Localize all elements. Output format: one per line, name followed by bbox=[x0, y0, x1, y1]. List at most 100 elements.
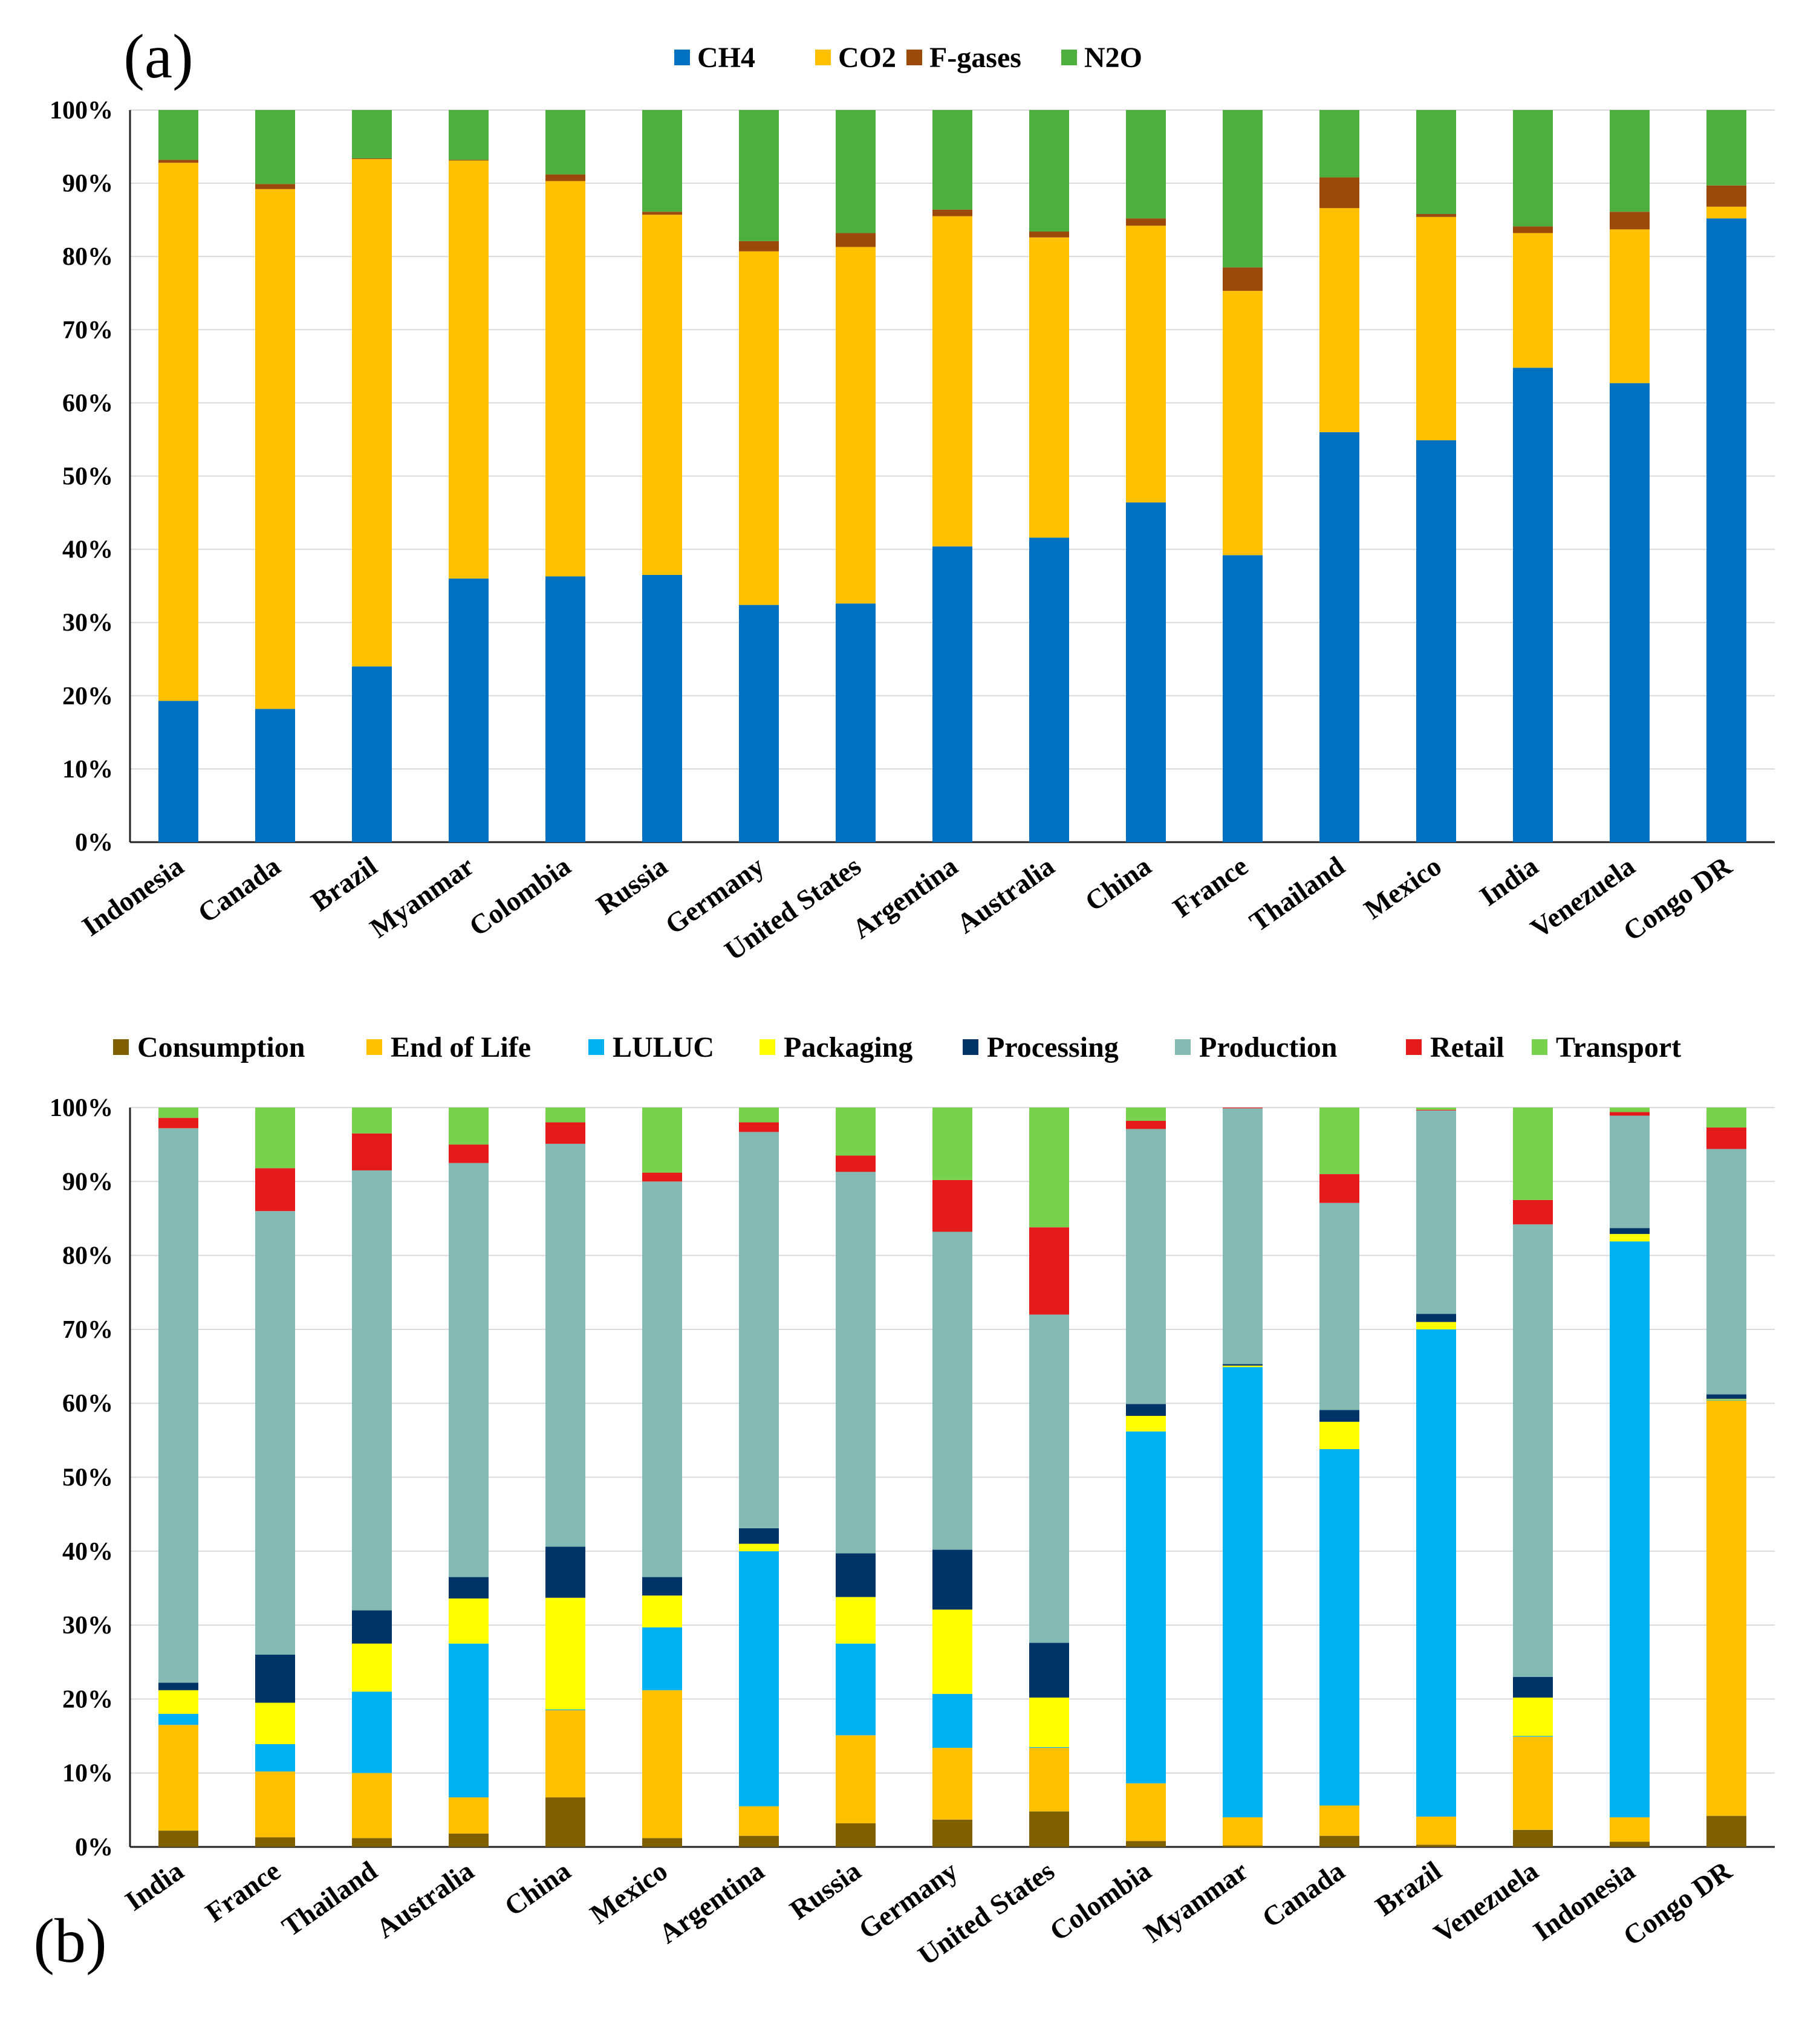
y-tick-label: 40% bbox=[62, 1538, 113, 1566]
legend-label: N2O bbox=[1084, 42, 1142, 74]
bar-segment-n2o bbox=[932, 110, 972, 210]
bar-segment-retail bbox=[1513, 1199, 1553, 1225]
panel-label: (a) bbox=[123, 22, 193, 91]
bar-segment-processing bbox=[1319, 1410, 1359, 1422]
bar-segment-packaging bbox=[1513, 1697, 1553, 1736]
legend-label: Packaging bbox=[784, 1031, 912, 1063]
bar-segment-f-gases bbox=[1610, 212, 1650, 230]
bar-segment-retail bbox=[1610, 1112, 1650, 1116]
bar-segment-luluc bbox=[1610, 1241, 1650, 1818]
bar-segment-production bbox=[1610, 1115, 1650, 1228]
y-tick-label: 100% bbox=[50, 1094, 113, 1122]
bar-segment-retail bbox=[836, 1155, 876, 1172]
legend-label: LULUC bbox=[613, 1031, 714, 1063]
bar-segment-f-gases bbox=[545, 174, 585, 181]
y-tick-label: 50% bbox=[62, 463, 113, 491]
bar-segment-processing bbox=[449, 1577, 489, 1599]
bar-segment-co2 bbox=[545, 181, 585, 577]
bar-segment-ch4 bbox=[1513, 368, 1553, 842]
legend-label: Processing bbox=[987, 1031, 1119, 1063]
bar-segment-consumption bbox=[1126, 1841, 1166, 1847]
legend-label: Transport bbox=[1556, 1031, 1681, 1063]
bar-segment-production bbox=[1513, 1224, 1553, 1677]
bar-segment-production bbox=[158, 1128, 198, 1683]
bar-segment-production bbox=[836, 1172, 876, 1554]
bar-segment-ch4 bbox=[1029, 537, 1069, 842]
bar-segment-ch4 bbox=[1416, 440, 1456, 842]
bar-segment-retail bbox=[255, 1168, 295, 1212]
legend-swatch bbox=[113, 1039, 129, 1055]
bar-segment-transport bbox=[449, 1108, 489, 1145]
bar-segment-f-gases bbox=[642, 212, 682, 215]
bar-segment-packaging bbox=[255, 1702, 295, 1745]
y-tick-label: 70% bbox=[62, 1316, 113, 1344]
bar-segment-transport bbox=[545, 1108, 585, 1123]
bar-segment-packaging bbox=[1706, 1398, 1746, 1400]
bar-segment-consumption bbox=[1319, 1835, 1359, 1847]
y-tick-label: 80% bbox=[62, 1242, 113, 1270]
bar-segment-n2o bbox=[1126, 110, 1166, 219]
bar-segment-retail bbox=[739, 1122, 779, 1132]
bar-segment-transport bbox=[836, 1108, 876, 1156]
bar-segment-ch4 bbox=[158, 701, 198, 842]
bar-segment-end-of-life bbox=[158, 1725, 198, 1831]
bar-segment-n2o bbox=[545, 110, 585, 175]
bar-segment-transport bbox=[1416, 1108, 1456, 1110]
y-tick-label: 20% bbox=[62, 1685, 113, 1713]
bar-segment-co2 bbox=[1706, 206, 1746, 219]
bar-segment-end-of-life bbox=[642, 1690, 682, 1838]
bar-segment-processing bbox=[642, 1577, 682, 1596]
bar-segment-luluc bbox=[1319, 1449, 1359, 1806]
legend-label: Production bbox=[1199, 1031, 1337, 1063]
bar-segment-ch4 bbox=[1223, 555, 1263, 842]
bar-segment-retail bbox=[352, 1133, 392, 1170]
bar-segment-transport bbox=[1706, 1108, 1746, 1128]
bar-segment-packaging bbox=[545, 1597, 585, 1710]
bar-segment-transport bbox=[352, 1108, 392, 1134]
bar-segment-production bbox=[1029, 1314, 1069, 1643]
bar-segment-end-of-life bbox=[352, 1773, 392, 1838]
legend-swatch bbox=[366, 1039, 382, 1055]
bar-segment-luluc bbox=[932, 1693, 972, 1748]
bar-segment-f-gases bbox=[1513, 226, 1553, 233]
bar-segment-ch4 bbox=[642, 574, 682, 842]
bar-segment-luluc bbox=[255, 1744, 295, 1772]
bar-segment-n2o bbox=[1029, 110, 1069, 232]
bar-segment-transport bbox=[1029, 1108, 1069, 1228]
bar-segment-n2o bbox=[255, 110, 295, 184]
bar-segment-end-of-life bbox=[449, 1797, 489, 1834]
bar-segment-end-of-life bbox=[1319, 1805, 1359, 1836]
bar-segment-end-of-life bbox=[255, 1771, 295, 1838]
y-tick-label: 30% bbox=[62, 1612, 113, 1640]
bar-segment-end-of-life bbox=[1513, 1736, 1553, 1830]
bar-segment-packaging bbox=[1319, 1421, 1359, 1450]
bar-segment-f-gases bbox=[1416, 213, 1456, 217]
bar-segment-retail bbox=[1126, 1121, 1166, 1129]
bar-segment-processing bbox=[255, 1655, 295, 1703]
bar-segment-retail bbox=[1706, 1127, 1746, 1149]
bar-segment-production bbox=[1223, 1108, 1263, 1364]
bar-segment-consumption bbox=[932, 1819, 972, 1847]
bar-segment-ch4 bbox=[352, 666, 392, 842]
bar-segment-packaging bbox=[836, 1597, 876, 1644]
bar-segment-consumption bbox=[158, 1831, 198, 1847]
bar-segment-n2o bbox=[1706, 110, 1746, 186]
bar-segment-n2o bbox=[1610, 110, 1650, 212]
bar-segment-co2 bbox=[449, 160, 489, 579]
panel-label: (b) bbox=[33, 1906, 106, 1976]
bar-segment-consumption bbox=[545, 1797, 585, 1847]
bar-segment-n2o bbox=[352, 110, 392, 158]
bar-segment-luluc bbox=[1513, 1736, 1553, 1737]
bar-segment-f-gases bbox=[158, 160, 198, 163]
bar-segment-processing bbox=[1706, 1394, 1746, 1399]
bar-segment-transport bbox=[932, 1108, 972, 1180]
bar-segment-processing bbox=[1610, 1228, 1650, 1235]
legend-swatch bbox=[963, 1039, 978, 1055]
bar-segment-end-of-life bbox=[1223, 1817, 1263, 1846]
legend-swatch bbox=[1175, 1039, 1191, 1055]
bar-segment-processing bbox=[932, 1549, 972, 1610]
bar-segment-transport bbox=[1513, 1108, 1553, 1200]
bar-segment-retail bbox=[642, 1172, 682, 1182]
bar-segment-processing bbox=[739, 1528, 779, 1544]
bar-segment-end-of-life bbox=[836, 1735, 876, 1823]
